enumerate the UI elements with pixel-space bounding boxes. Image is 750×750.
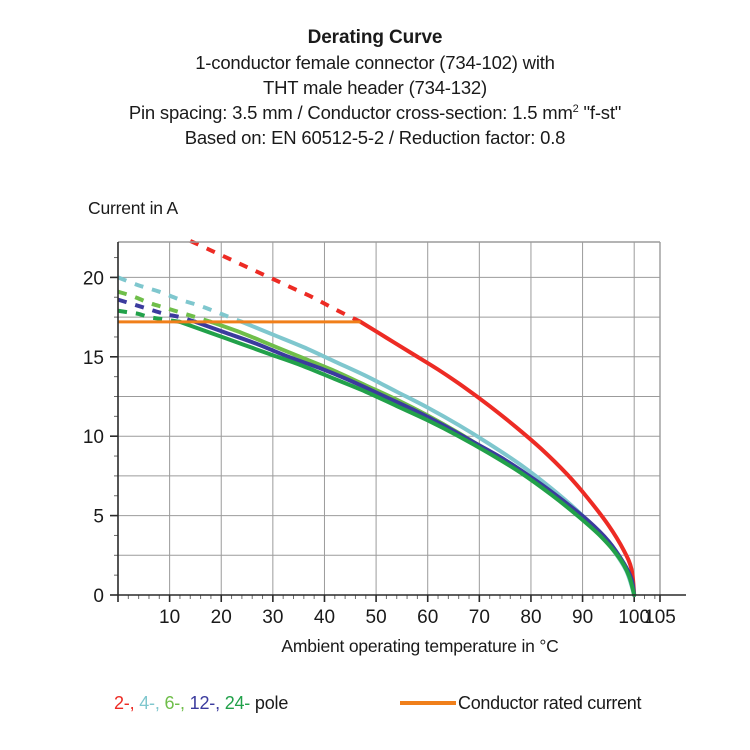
legend-pole-12: 12- [189,693,216,713]
axis-ticks [110,257,661,602]
svg-text:90: 90 [572,607,593,628]
title-line-standard: Based on: EN 60512-5-2 / Reduction facto… [184,127,566,148]
legend-rated-label: Conductor rated current [458,693,642,713]
solid-segment [193,319,637,597]
dashed-segment [117,297,197,324]
dashed-segment [189,239,362,324]
legend-pole-2: 2- [114,693,130,713]
chart-title-block: Derating Curve 1-conductor female connec… [0,26,750,150]
title-fst-text: "f-st" [578,102,622,123]
curve-series [117,239,637,597]
legend-pole-4: 4- [139,693,155,713]
chart-legend: 2-, 4-, 6-, 12-, 24- pole Conductor rate… [0,693,750,727]
svg-text:70: 70 [469,607,490,628]
svg-text:60: 60 [417,607,438,628]
svg-text:20: 20 [83,268,104,289]
y-axis-title: Current in A [88,198,179,218]
svg-text:100: 100 [618,607,650,628]
svg-text:30: 30 [262,607,283,628]
series-12-pole [117,297,637,597]
rated-current-swatch-icon [400,700,456,705]
series-2-pole [189,239,637,597]
series-24-pole [117,308,637,597]
svg-text:15: 15 [83,348,104,369]
title-spacing-text: Pin spacing: 3.5 mm / Conductor cross-se… [128,102,573,123]
legend-pole-24: 24- [224,693,251,713]
title-line-spacing: Pin spacing: 3.5 mm / Conductor cross-se… [0,100,750,125]
plot-frame [117,241,686,596]
title-line-connector: 1-conductor female connector (734-102) w… [195,52,555,73]
legend-poles: 2-, 4-, 6-, 12-, 24- pole [114,693,288,714]
dashed-segment [117,275,243,324]
page-title: Derating Curve [307,27,443,48]
svg-text:0: 0 [93,586,104,607]
legend-separator: , [215,693,225,713]
legend-poles-suffix: pole [250,693,289,713]
solid-segment [177,319,637,597]
solid-segment [358,319,637,597]
svg-text:5: 5 [93,507,104,528]
svg-text:10: 10 [159,607,180,628]
svg-text:80: 80 [520,607,541,628]
legend-separator: , [180,693,190,713]
svg-text:40: 40 [314,607,335,628]
grid-lines [118,242,660,595]
legend-rated-current: Conductor rated current [400,693,642,714]
title-superscript-2: 2 [572,102,579,115]
legend-separator: , [129,693,140,713]
svg-text:10: 10 [83,427,104,448]
solid-segment [208,319,637,597]
title-line-header: THT male header (734-132) [263,77,487,98]
svg-text:50: 50 [366,607,387,628]
x-axis-title: Ambient operating temperature in °C [281,636,559,656]
legend-pole-6: 6- [164,693,181,713]
legend-separator: , [154,693,165,713]
svg-text:20: 20 [211,607,232,628]
svg-text:105: 105 [644,607,676,628]
